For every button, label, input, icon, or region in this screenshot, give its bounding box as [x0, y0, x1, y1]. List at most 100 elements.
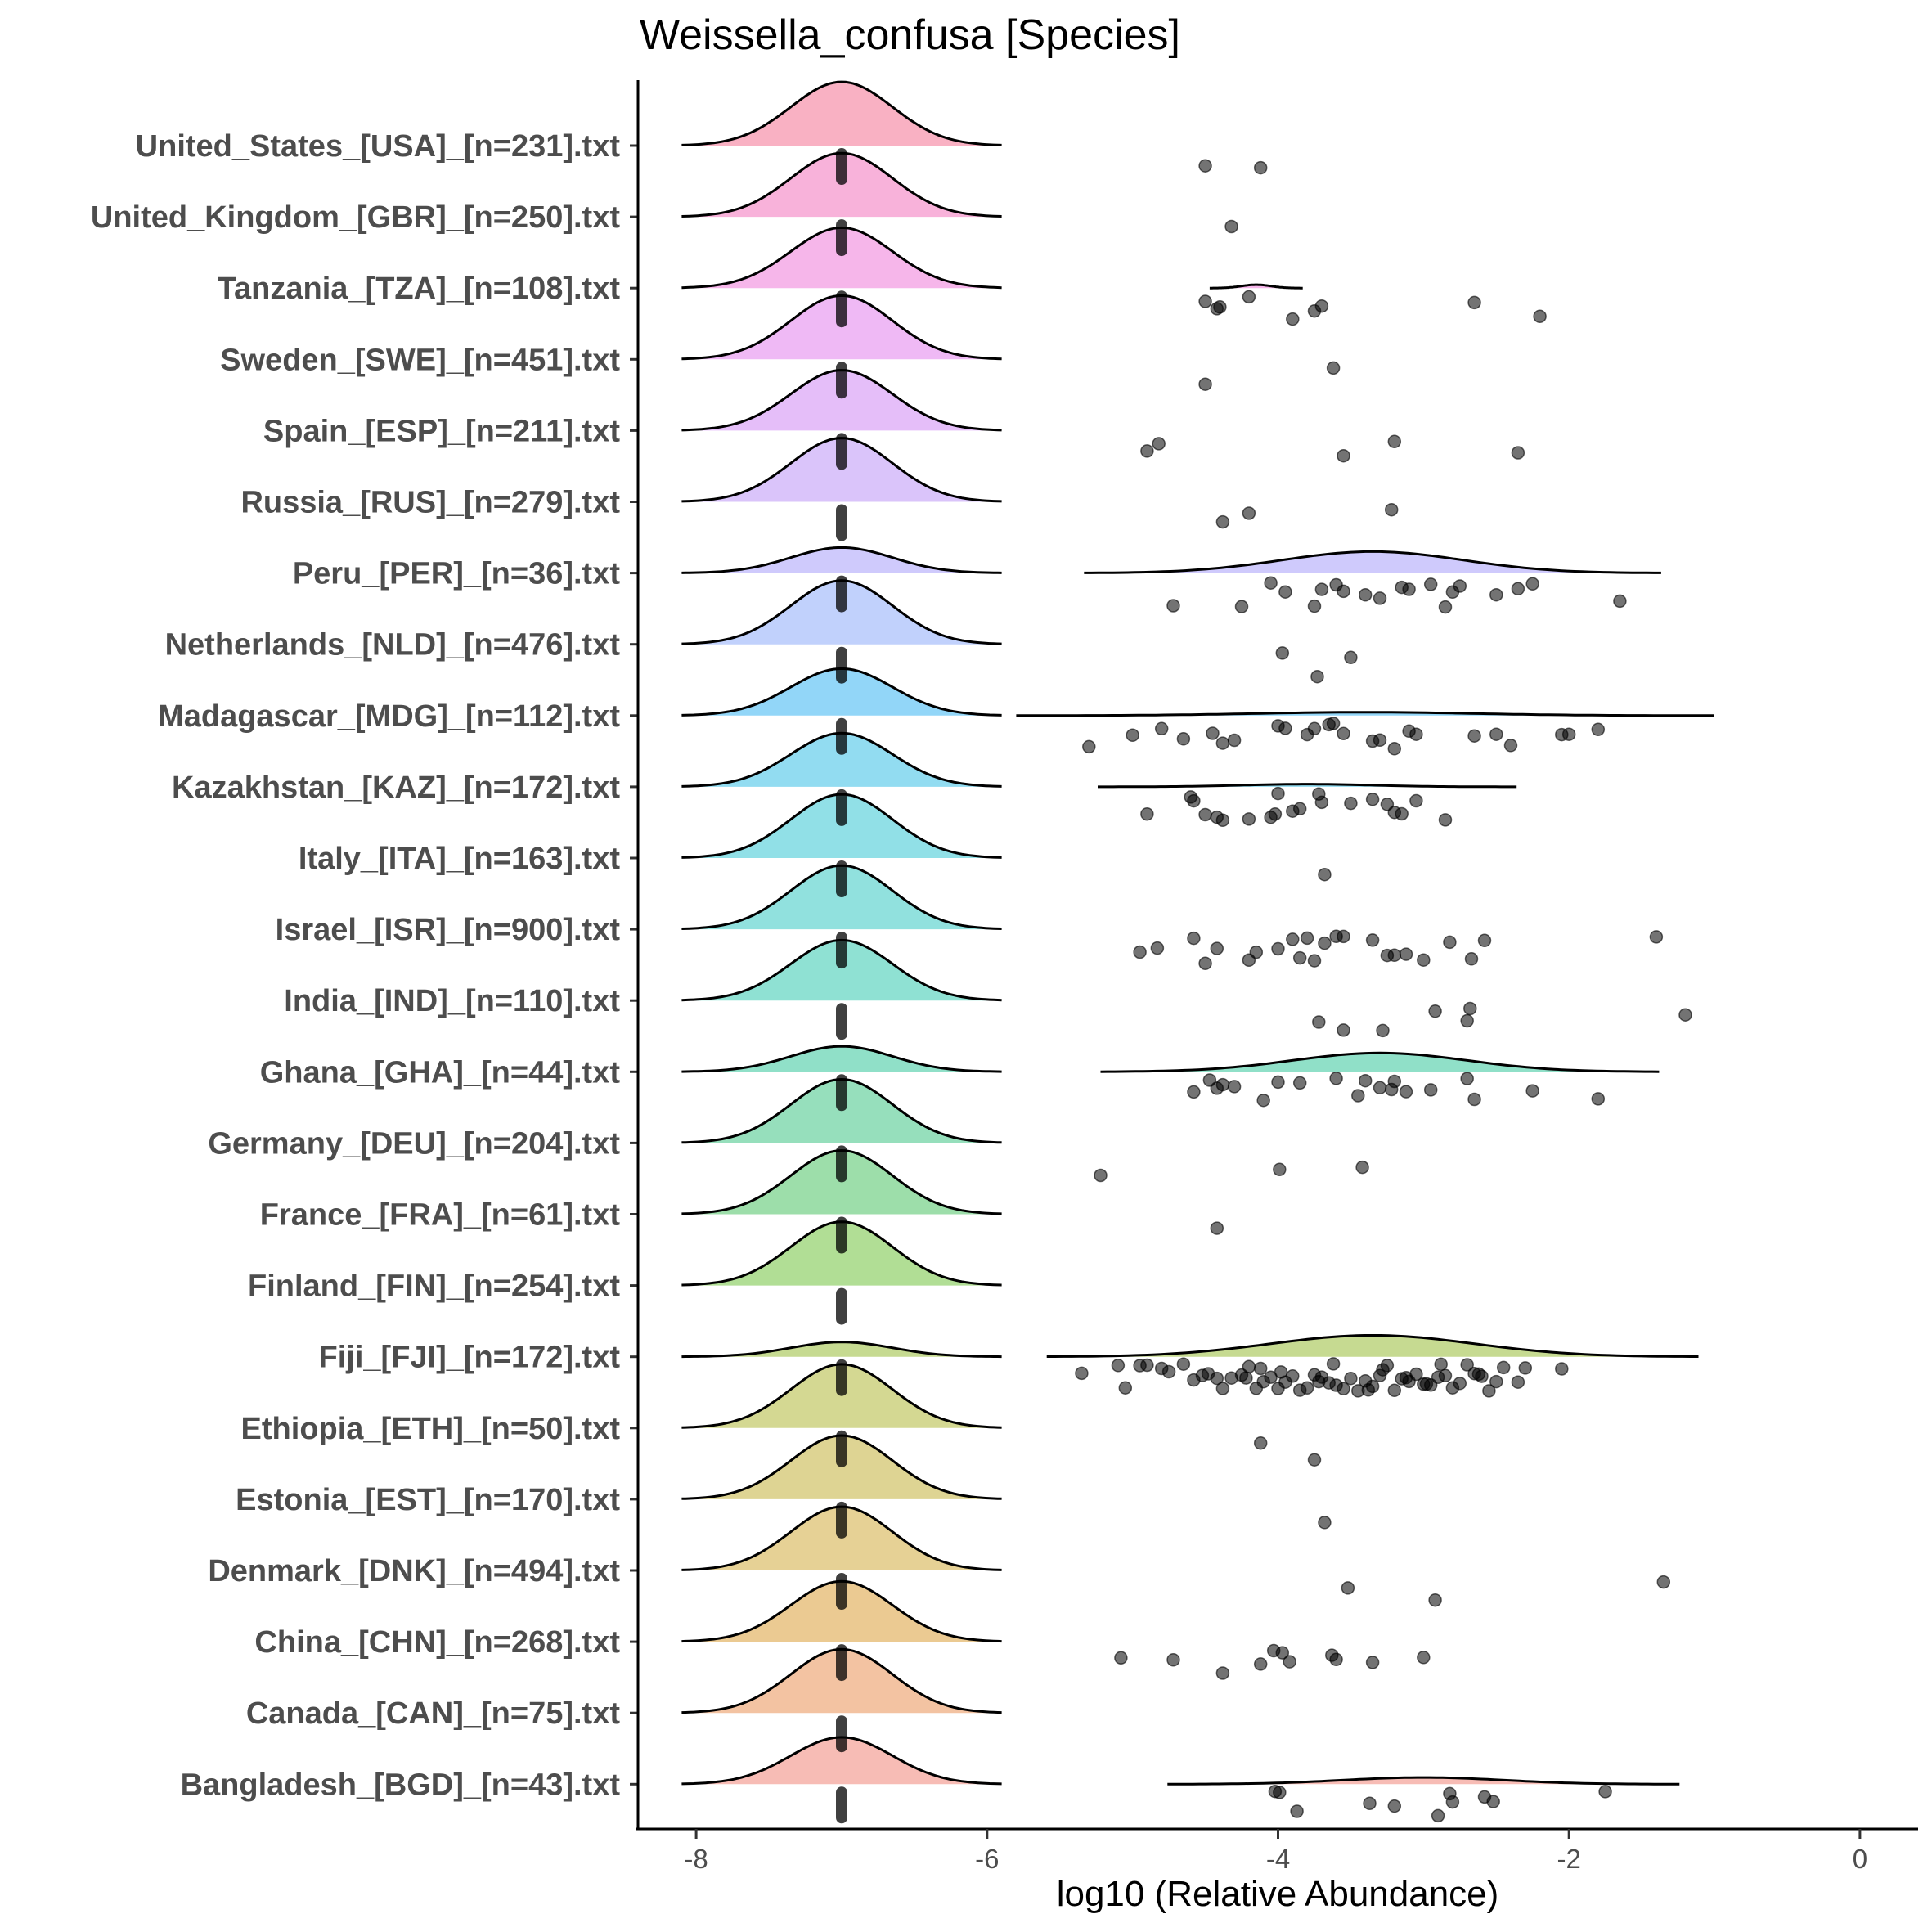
ridge-detected-outline	[1209, 283, 1303, 290]
data-point	[1387, 1799, 1402, 1813]
data-point	[1384, 502, 1399, 517]
data-point	[1376, 1363, 1390, 1377]
data-point	[1486, 1795, 1500, 1808]
points-layer	[836, 148, 1692, 1824]
data-point	[1387, 1074, 1402, 1089]
data-point	[1215, 1077, 1230, 1092]
data-point	[1434, 1357, 1448, 1372]
ridge-detected-fill	[1100, 1053, 1660, 1072]
data-point	[1344, 796, 1358, 811]
ridge-zero-outline	[681, 546, 1002, 574]
data-point	[1210, 302, 1224, 316]
zero-abundance-points	[836, 860, 847, 897]
data-point	[1286, 932, 1300, 946]
data-point	[1445, 1795, 1460, 1809]
data-point	[1438, 600, 1453, 614]
data-point	[1253, 160, 1268, 175]
data-point	[1176, 1357, 1191, 1371]
data-point	[1460, 1358, 1474, 1372]
ridge-zero-fill	[681, 1221, 1002, 1286]
zero-abundance-points	[836, 1644, 847, 1682]
data-point	[1656, 1575, 1671, 1589]
data-point	[1326, 361, 1341, 375]
y-tick-label: Estonia_[EST]_[n=170].txt	[236, 1483, 620, 1517]
y-tick-label: Ethiopia_[ETH]_[n=50].txt	[241, 1412, 621, 1446]
ridge-zero-fill	[681, 1150, 1002, 1215]
zero-abundance-points	[836, 1359, 847, 1396]
data-point	[1471, 1367, 1486, 1382]
data-point	[1351, 1089, 1365, 1103]
zero-abundance-points	[836, 362, 847, 399]
data-point	[1111, 1359, 1126, 1373]
data-point	[1215, 1666, 1230, 1680]
data-point	[1423, 1083, 1438, 1097]
data-point	[1215, 1382, 1230, 1395]
data-point	[1337, 448, 1350, 463]
y-tick-label: Fiji_[FJI]_[n=172].txt	[319, 1341, 621, 1375]
ridge-detected-fill	[1084, 551, 1661, 573]
y-tick-label: Russia_[RUS]_[n=279].txt	[240, 486, 620, 520]
data-point	[1198, 377, 1212, 391]
zero-abundance-points	[836, 575, 847, 613]
data-point	[1387, 742, 1402, 756]
data-point	[1525, 577, 1539, 591]
data-point	[1326, 1357, 1341, 1371]
data-point	[1275, 1646, 1290, 1660]
zero-abundance-points	[836, 148, 847, 185]
x-tick-label: -4	[1266, 1844, 1290, 1874]
data-point	[1423, 577, 1438, 591]
data-point	[1329, 1652, 1343, 1667]
ridge-detected-outline	[1016, 711, 1714, 717]
data-point	[1533, 309, 1547, 324]
data-point	[1150, 941, 1165, 955]
data-point	[1399, 947, 1413, 961]
data-point	[1274, 1365, 1288, 1379]
data-point	[1337, 726, 1350, 741]
data-point	[1292, 802, 1307, 816]
data-point	[1525, 1084, 1539, 1098]
data-point	[1409, 793, 1423, 808]
data-point	[1126, 728, 1139, 743]
zero-abundance-points	[836, 1501, 847, 1539]
data-point	[1591, 722, 1606, 737]
data-point	[1140, 444, 1154, 458]
y-tick-label: Israel_[ISR]_[n=900].txt	[276, 913, 621, 947]
data-point	[1264, 576, 1278, 590]
data-point	[1307, 599, 1322, 613]
data-point	[1154, 721, 1169, 736]
data-point	[1482, 1384, 1496, 1398]
data-point	[1467, 729, 1481, 743]
data-point	[1431, 1808, 1445, 1823]
zero-abundance-points	[836, 1786, 847, 1824]
zero-abundance-points	[836, 932, 847, 969]
data-point	[1363, 1796, 1377, 1811]
data-point	[1365, 792, 1380, 806]
data-point	[1187, 793, 1201, 808]
data-point	[1443, 935, 1457, 950]
data-point	[1286, 312, 1300, 326]
y-tick-label: India_[IND]_[n=110].txt	[284, 984, 620, 1018]
data-point	[1511, 582, 1525, 596]
data-point	[1387, 434, 1402, 449]
ridge-zero-fill	[681, 370, 1002, 431]
x-tick-label: -8	[684, 1844, 708, 1874]
data-point	[1399, 1085, 1413, 1099]
data-point	[1453, 1376, 1467, 1391]
data-point	[1198, 807, 1212, 822]
ridge-zero-fill	[681, 1507, 1002, 1570]
data-point	[1239, 1371, 1253, 1385]
data-point	[1417, 953, 1431, 967]
data-point	[1489, 1374, 1503, 1389]
data-point	[1307, 721, 1322, 736]
zero-abundance-points	[836, 433, 847, 470]
data-point	[1463, 1001, 1477, 1016]
data-point	[1376, 1023, 1390, 1038]
y-tick-label: Sweden_[SWE]_[n=451].txt	[220, 343, 620, 377]
y-tick-label: Kazakhstan_[KAZ]_[n=172].txt	[172, 771, 620, 805]
data-point	[1561, 727, 1576, 741]
ridge-zero-fill	[681, 580, 1002, 645]
data-point	[1227, 1080, 1242, 1094]
data-point	[1464, 952, 1479, 966]
data-point	[1489, 727, 1503, 741]
data-point	[1242, 1359, 1256, 1374]
